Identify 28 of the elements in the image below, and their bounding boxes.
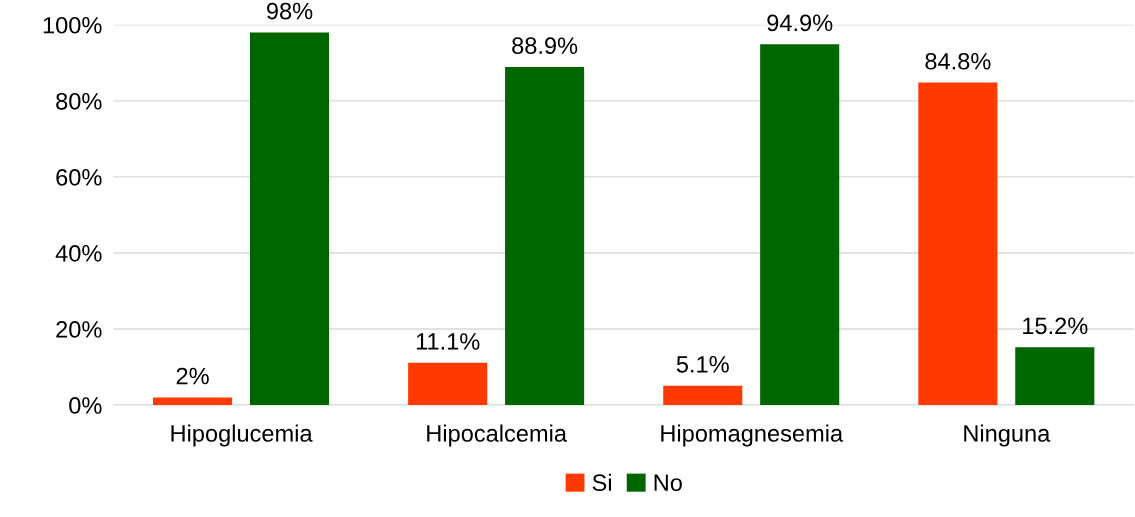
bar bbox=[408, 362, 488, 406]
bar bbox=[153, 397, 233, 406]
bar bbox=[1015, 347, 1095, 406]
x-tick-label: Hipoglucemia bbox=[171, 424, 313, 447]
y-tick-label: 40% bbox=[55, 245, 102, 262]
y-tick-label: 0% bbox=[69, 397, 102, 414]
y-tick-label: 80% bbox=[56, 92, 102, 110]
data-label: 2% bbox=[176, 367, 209, 385]
x-tick-label: Hipomagnesemia bbox=[661, 424, 844, 447]
bar bbox=[663, 385, 743, 406]
bar bbox=[249, 32, 330, 406]
data-label: 94.9% bbox=[767, 14, 833, 32]
x-tick-label: Hipocalcemia bbox=[427, 424, 567, 447]
legend-label: Si bbox=[592, 473, 611, 492]
bar bbox=[918, 82, 998, 406]
y-tick-label: 100% bbox=[43, 16, 102, 34]
y-tick-label: 60% bbox=[56, 168, 102, 186]
y-tick-label: 20% bbox=[56, 321, 102, 338]
data-label: 88.9% bbox=[512, 37, 578, 55]
bar bbox=[760, 44, 840, 406]
data-label: 5.1% bbox=[676, 356, 729, 373]
data-label: 15.2% bbox=[1023, 317, 1088, 335]
data-label: 98% bbox=[266, 2, 313, 20]
legend-label: No bbox=[654, 474, 682, 492]
bar bbox=[505, 67, 585, 406]
data-label: 84.8% bbox=[925, 52, 991, 70]
x-tick-label: Ninguna bbox=[964, 424, 1051, 447]
data-label: 11.1% bbox=[416, 333, 480, 350]
